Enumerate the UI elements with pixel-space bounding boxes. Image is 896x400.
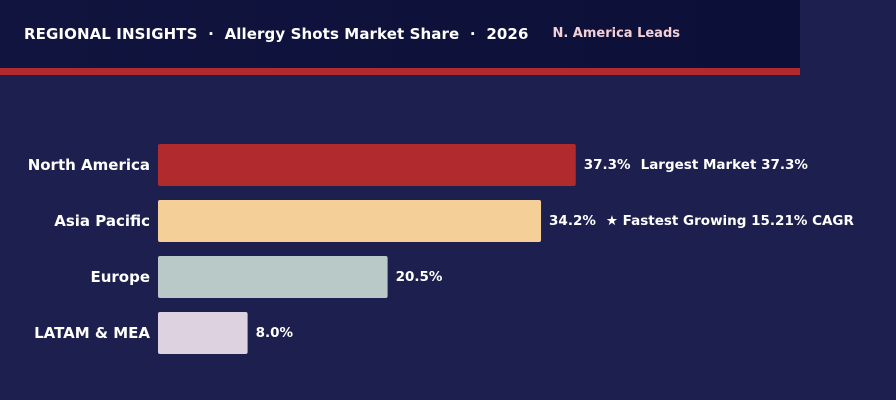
annotation-asia-pacific: ★ Fastest Growing 15.21% CAGR xyxy=(606,213,855,229)
header-accent-stripe xyxy=(0,68,800,75)
page-title: REGIONAL INSIGHTS · Allergy Shots Market… xyxy=(24,25,529,43)
bar-asia-pacific xyxy=(158,200,542,242)
value-label-europe: 20.5% xyxy=(396,269,443,285)
header-bar: REGIONAL INSIGHTS · Allergy Shots Market… xyxy=(0,0,800,68)
header-badge: N. America Leads xyxy=(552,26,680,41)
annotation-north-america: Largest Market 37.3% xyxy=(641,157,809,173)
value-label-north-america: 37.3% xyxy=(584,157,631,173)
value-label-asia-pacific: 34.2% xyxy=(549,213,596,229)
category-label-latam-and-mea: LATAM & MEA xyxy=(34,324,150,342)
category-label-north-america: North America xyxy=(28,156,150,174)
category-label-asia-pacific: Asia Pacific xyxy=(54,212,150,230)
category-label-europe: Europe xyxy=(90,268,150,286)
bar-europe xyxy=(158,256,388,298)
value-label-latam-and-mea: 8.0% xyxy=(256,325,294,341)
bar-latam-and-mea xyxy=(158,312,248,354)
bar-north-america xyxy=(158,144,576,186)
